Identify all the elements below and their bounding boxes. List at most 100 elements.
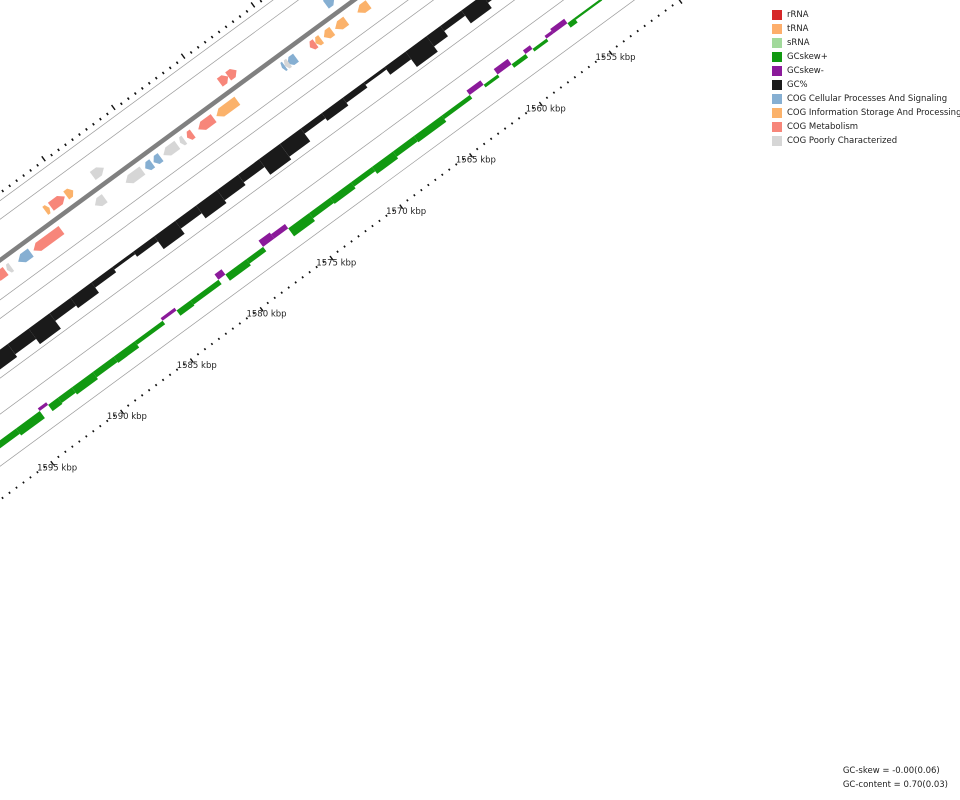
legend-swatch-icon	[772, 122, 782, 132]
gc-skew-negative-bar	[258, 232, 275, 247]
gc-skew-negative-bar	[214, 269, 226, 280]
gc-content-bar	[279, 128, 311, 157]
minor-tick	[1, 189, 5, 193]
legend-item: tRNA	[772, 22, 960, 36]
gc-skew-positive-bar	[413, 115, 447, 143]
legend-label: rRNA	[787, 10, 809, 20]
minor-tick	[601, 55, 605, 59]
gene-arrow	[145, 159, 156, 171]
minor-tick	[489, 137, 493, 141]
gc-skew-positive-bar	[309, 197, 334, 219]
minor-tick	[217, 337, 221, 341]
gc-content-bar	[363, 66, 387, 85]
gene-arrow	[186, 129, 196, 140]
minor-tick	[294, 281, 297, 284]
gc-content-bar	[70, 282, 99, 309]
gene-arrow	[309, 39, 319, 50]
legend-swatch-icon	[772, 94, 782, 104]
gc-skew-positive-bar	[483, 74, 500, 88]
track-guide-lines	[0, 0, 636, 467]
minor-tick	[517, 117, 521, 120]
gene-arrow	[89, 167, 104, 181]
legend-label: COG Metabolism	[787, 122, 859, 132]
minor-tick	[175, 368, 179, 371]
gc-skew-positive-bar	[176, 300, 195, 316]
gc-skew-positive-bar	[574, 0, 603, 20]
minor-tick	[664, 9, 667, 12]
minor-tick	[350, 240, 353, 243]
minor-tick	[119, 102, 123, 106]
gc-skew-negative-bar	[550, 18, 568, 34]
minor-tick	[510, 122, 514, 125]
gc-content-bar	[133, 236, 159, 257]
gene-track	[0, 0, 372, 281]
gene-arrow	[94, 194, 108, 207]
gene-arrow	[322, 0, 335, 9]
gene-arrow	[315, 35, 325, 46]
gc-content-bar	[91, 267, 117, 288]
minor-tick	[182, 363, 186, 366]
legend-item: GCskew-	[772, 64, 960, 78]
legend-swatch-icon	[772, 10, 782, 20]
minor-tick	[322, 260, 325, 264]
legend-swatch-icon	[772, 80, 782, 90]
gc-skew-negative-bar	[37, 402, 49, 412]
gc-skew-positive-bar	[330, 182, 356, 204]
minor-tick	[112, 414, 116, 418]
minor-tick	[392, 209, 395, 212]
tick-label: 1590 kbp	[107, 412, 147, 422]
major-tick	[259, 306, 264, 312]
minor-tick	[22, 174, 26, 178]
minor-tick	[573, 75, 577, 79]
gene-arrow	[280, 61, 288, 71]
gc-content-bar	[112, 251, 136, 270]
minor-tick	[406, 199, 409, 202]
legend-label: tRNA	[787, 24, 809, 34]
tick-label: 1570 kbp	[386, 207, 426, 217]
minor-tick	[99, 117, 102, 121]
gc-skew-positive-bar	[92, 356, 118, 378]
gene-arrow	[323, 26, 336, 39]
minor-tick	[210, 342, 214, 346]
major-tick	[399, 204, 404, 210]
minor-tick	[441, 173, 444, 177]
minor-tick	[315, 265, 318, 269]
minor-tick	[1, 496, 4, 500]
legend-swatch-icon	[772, 108, 782, 118]
tick-label: 1560 kbp	[526, 104, 566, 114]
gc-skew-negative-bar	[522, 45, 533, 54]
gc-skew-positive-bar	[225, 259, 251, 281]
minor-tick	[503, 127, 507, 130]
gc-content-bar	[217, 174, 246, 201]
legend-label: GC%	[787, 80, 808, 90]
minor-tick	[57, 148, 60, 152]
minor-tick	[657, 14, 660, 17]
minor-tick	[252, 311, 256, 315]
minor-tick	[203, 347, 207, 351]
minor-tick	[64, 143, 67, 147]
major-tick	[180, 53, 186, 59]
gene-arrow	[198, 114, 217, 130]
tick-label: 1585 kbp	[177, 361, 217, 371]
gc-skew-positive-bar	[288, 212, 316, 237]
minor-tick	[36, 470, 39, 474]
minor-tick	[154, 76, 158, 80]
guide-line	[0, 0, 565, 415]
minor-tick	[8, 184, 12, 188]
minor-tick	[301, 276, 304, 279]
legend-item: rRNA	[772, 8, 960, 22]
tick-label: 1575 kbp	[316, 258, 356, 268]
gene-arrow	[357, 0, 372, 13]
gc-content-bar	[426, 25, 448, 47]
minor-tick	[524, 111, 528, 115]
gc-skew-positive-bar	[371, 151, 399, 174]
minor-tick	[50, 153, 53, 157]
minor-tick	[636, 29, 639, 33]
gc-content-bar	[461, 0, 492, 24]
minor-tick	[161, 378, 165, 382]
gc-skew-positive-bar	[0, 428, 20, 449]
gene-arrow	[225, 69, 237, 81]
minor-tick	[238, 15, 242, 19]
gene-arrow	[33, 225, 65, 251]
